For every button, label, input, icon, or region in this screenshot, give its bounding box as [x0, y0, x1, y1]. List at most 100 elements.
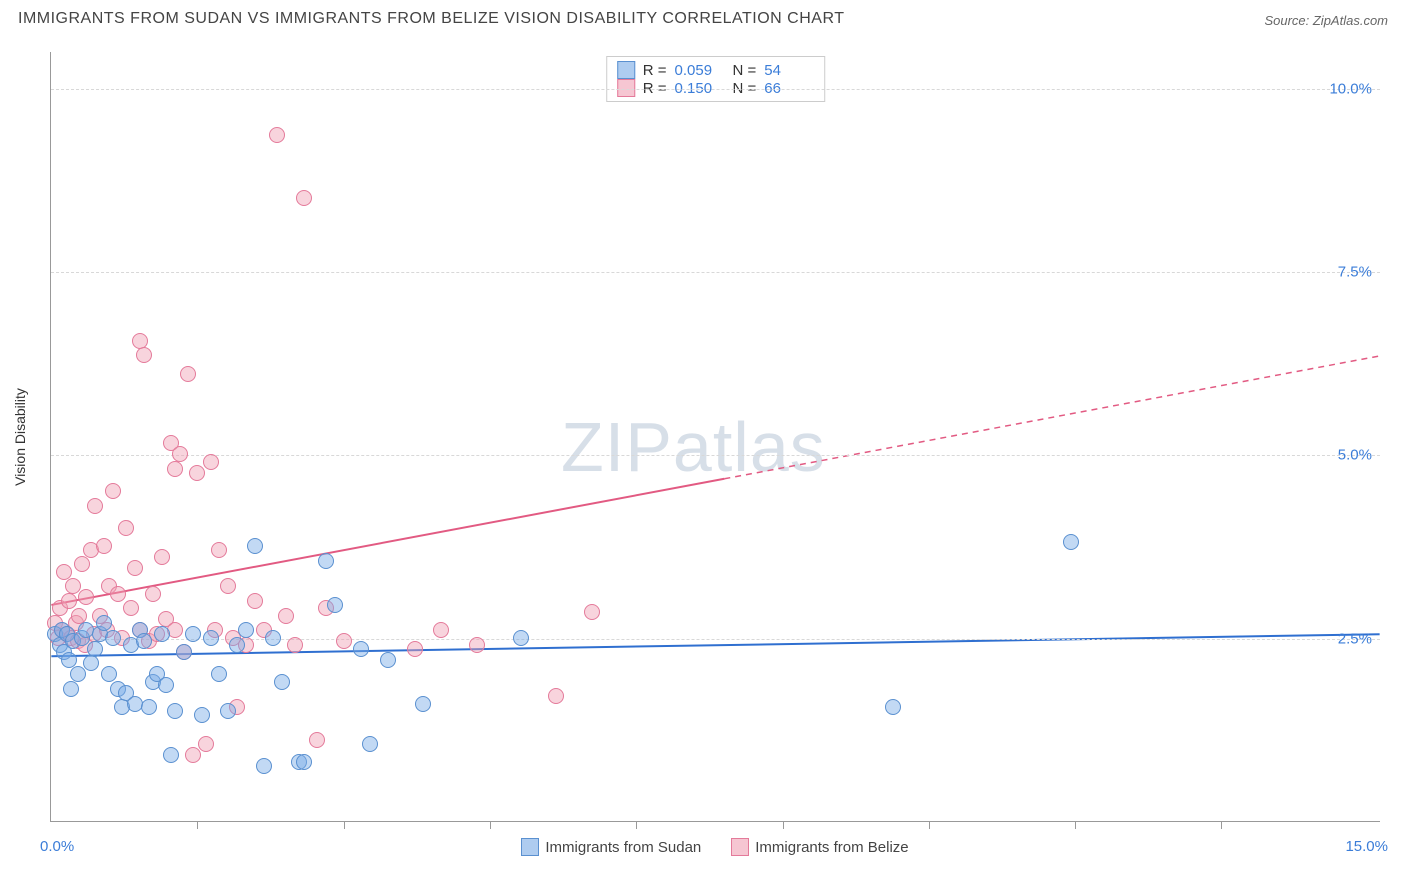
- plot-area: ZIPatlas R =0.059N =54R =0.150N =66 2.5%…: [50, 52, 1380, 822]
- point-belize: [118, 520, 134, 536]
- point-belize: [296, 190, 312, 206]
- legend-bottom-label: Immigrants from Belize: [755, 839, 908, 856]
- y-tick-label: 5.0%: [1338, 447, 1372, 464]
- x-tick: [344, 821, 345, 829]
- x-tick: [490, 821, 491, 829]
- point-sudan: [194, 707, 210, 723]
- point-sudan: [256, 758, 272, 774]
- point-belize: [548, 688, 564, 704]
- point-belize: [110, 586, 126, 602]
- point-belize: [185, 747, 201, 763]
- point-sudan: [105, 630, 121, 646]
- point-belize: [407, 641, 423, 657]
- point-sudan: [238, 622, 254, 638]
- point-sudan: [136, 633, 152, 649]
- point-belize: [189, 465, 205, 481]
- gridline-h: [51, 89, 1380, 90]
- point-sudan: [70, 666, 86, 682]
- point-belize: [56, 564, 72, 580]
- point-sudan: [167, 703, 183, 719]
- trendline-belize-extrapolated: [724, 356, 1379, 479]
- point-sudan: [353, 641, 369, 657]
- point-sudan: [163, 747, 179, 763]
- point-sudan: [362, 736, 378, 752]
- x-tick: [783, 821, 784, 829]
- point-sudan: [63, 681, 79, 697]
- point-belize: [74, 556, 90, 572]
- point-belize: [584, 604, 600, 620]
- point-belize: [469, 637, 485, 653]
- legend-swatch-sudan: [521, 838, 539, 856]
- y-axis-label: Vision Disability: [12, 388, 28, 486]
- point-belize: [287, 637, 303, 653]
- point-belize: [136, 347, 152, 363]
- point-sudan: [87, 641, 103, 657]
- legend-r-value: 0.059: [675, 62, 725, 79]
- watermark-thin: atlas: [673, 408, 826, 486]
- watermark-bold: ZIP: [561, 408, 673, 486]
- point-sudan: [885, 699, 901, 715]
- point-belize: [198, 736, 214, 752]
- legend-r-label: R =: [643, 62, 667, 79]
- legend-n-label: N =: [733, 62, 757, 79]
- legend-top: R =0.059N =54R =0.150N =66: [606, 56, 826, 102]
- point-belize: [203, 454, 219, 470]
- point-sudan: [220, 703, 236, 719]
- point-belize: [433, 622, 449, 638]
- point-belize: [145, 586, 161, 602]
- x-tick: [636, 821, 637, 829]
- y-tick-label: 7.5%: [1338, 264, 1372, 281]
- point-sudan: [274, 674, 290, 690]
- point-sudan: [211, 666, 227, 682]
- point-belize: [309, 732, 325, 748]
- point-sudan: [513, 630, 529, 646]
- point-sudan: [154, 626, 170, 642]
- point-sudan: [327, 597, 343, 613]
- point-sudan: [96, 615, 112, 631]
- point-belize: [154, 549, 170, 565]
- chart-title: IMMIGRANTS FROM SUDAN VS IMMIGRANTS FROM…: [18, 10, 844, 28]
- point-belize: [132, 333, 148, 349]
- x-tick: [1221, 821, 1222, 829]
- point-sudan: [176, 644, 192, 660]
- x-tick: [197, 821, 198, 829]
- point-sudan: [229, 637, 245, 653]
- point-belize: [220, 578, 236, 594]
- point-sudan: [158, 677, 174, 693]
- point-sudan: [141, 699, 157, 715]
- point-belize: [71, 608, 87, 624]
- gridline-h: [51, 455, 1380, 456]
- point-belize: [269, 127, 285, 143]
- point-sudan: [101, 666, 117, 682]
- point-belize: [247, 593, 263, 609]
- point-belize: [78, 589, 94, 605]
- point-sudan: [247, 538, 263, 554]
- y-tick-label: 2.5%: [1338, 630, 1372, 647]
- legend-top-row: R =0.059N =54: [617, 61, 815, 79]
- point-belize: [87, 498, 103, 514]
- y-tick-label: 10.0%: [1329, 80, 1372, 97]
- point-sudan: [185, 626, 201, 642]
- y-axis-label-container: Vision Disability: [10, 52, 30, 822]
- point-sudan: [318, 553, 334, 569]
- point-belize: [180, 366, 196, 382]
- point-sudan: [61, 652, 77, 668]
- point-belize: [123, 600, 139, 616]
- legend-bottom-label: Immigrants from Sudan: [545, 839, 701, 856]
- point-sudan: [203, 630, 219, 646]
- point-belize: [61, 593, 77, 609]
- point-belize: [127, 560, 143, 576]
- point-sudan: [1063, 534, 1079, 550]
- source-label: Source: ZipAtlas.com: [1264, 13, 1388, 28]
- point-belize: [65, 578, 81, 594]
- point-sudan: [380, 652, 396, 668]
- legend-bottom-item-belize: Immigrants from Belize: [731, 838, 908, 856]
- point-sudan: [83, 655, 99, 671]
- legend-swatch-belize: [731, 838, 749, 856]
- legend-bottom-item-sudan: Immigrants from Sudan: [521, 838, 701, 856]
- point-belize: [336, 633, 352, 649]
- watermark: ZIPatlas: [561, 407, 826, 487]
- point-belize: [278, 608, 294, 624]
- point-sudan: [296, 754, 312, 770]
- point-belize: [96, 538, 112, 554]
